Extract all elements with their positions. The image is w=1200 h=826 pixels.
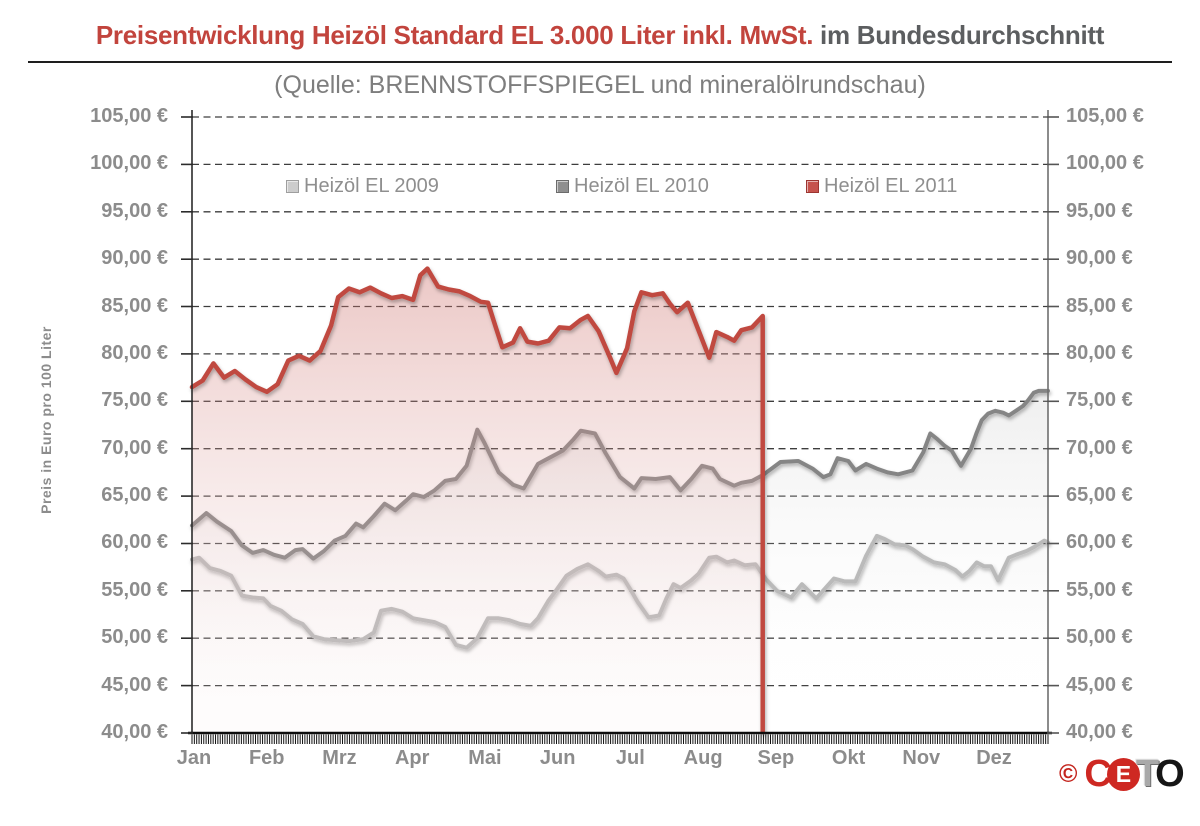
ceto-logo: © C E T O <box>1056 748 1185 800</box>
x-tick-label-Dez: Dez <box>976 747 1012 769</box>
x-tick-label-Feb: Feb <box>248 747 285 769</box>
y-tick-label-right-90: 90,00 € <box>1066 247 1133 270</box>
y-tick-label-left-80: 80,00 € <box>101 341 168 364</box>
y-tick-label-left-90: 90,00 € <box>101 247 168 270</box>
x-tick-label-Mai: Mai <box>468 747 502 769</box>
y-tick-label-left-65: 65,00 € <box>101 484 168 507</box>
area-Heizöl-EL-2011 <box>192 268 763 733</box>
legend-item-2011: Heizöl EL 2011 <box>806 175 957 197</box>
x-tick-label-Jul: Jul <box>615 747 645 769</box>
y-axis-unit-label: Preis in Euro pro 100 Liter <box>38 326 54 514</box>
x-tick-label-Aug: Aug <box>683 747 723 769</box>
legend-label-2010: Heizöl EL 2010 <box>574 175 709 197</box>
logo-letter-e: E <box>1106 757 1140 791</box>
legend-item-2009: Heizöl EL 2009 <box>286 175 439 197</box>
y-tick-label-right-55: 55,00 € <box>1066 578 1133 601</box>
y-tick-label-left-85: 85,00 € <box>101 294 168 317</box>
copyright-icon: © <box>1059 759 1078 788</box>
y-tick-label-left-70: 70,00 € <box>101 436 168 459</box>
y-tick-label-left-105: 105,00 € <box>90 105 168 127</box>
chart-subtitle: (Quelle: BRENNSTOFFSPIEGEL und mineralöl… <box>274 71 926 99</box>
x-tick-label-Apr: Apr <box>394 747 430 769</box>
x-tick-label-Okt: Okt <box>831 747 866 769</box>
title-divider <box>28 61 1172 63</box>
legend-item-2010: Heizöl EL 2010 <box>556 175 709 197</box>
y-tick-label-right-70: 70,00 € <box>1066 436 1133 459</box>
page-title-gray: im Bundesdurchschnitt <box>813 20 1105 50</box>
logo-letter-t: T <box>1135 752 1159 795</box>
legend-swatch-2009 <box>286 179 299 193</box>
y-tick-label-left-60: 60,00 € <box>101 531 168 554</box>
legend-label-2009: Heizöl EL 2009 <box>304 175 439 197</box>
y-tick-label-left-50: 50,00 € <box>101 626 168 649</box>
page-title-red: Preisentwicklung Heizöl Standard EL 3.00… <box>95 20 814 50</box>
legend-label-2011: Heizöl EL 2011 <box>824 175 958 197</box>
y-tick-label-right-100: 100,00 € <box>1066 152 1144 175</box>
y-tick-label-left-40: 40,00 € <box>101 721 168 743</box>
x-tick-label-Mrz: Mrz <box>322 747 357 769</box>
y-tick-label-left-55: 55,00 € <box>101 578 168 601</box>
y-tick-label-right-95: 95,00 € <box>1066 199 1133 222</box>
x-tick-label-Jun: Jun <box>539 747 576 769</box>
y-tick-label-right-60: 60,00 € <box>1066 531 1133 554</box>
legend-swatch-2010 <box>556 179 569 193</box>
x-tick-label-Nov: Nov <box>902 747 941 769</box>
page-title: Preisentwicklung Heizöl Standard EL 3.00… <box>0 20 1200 51</box>
y-tick-label-right-40: 40,00 € <box>1066 721 1133 743</box>
y-tick-label-right-45: 45,00 € <box>1066 673 1133 696</box>
y-tick-label-right-65: 65,00 € <box>1066 484 1133 507</box>
y-tick-label-right-75: 75,00 € <box>1066 389 1133 412</box>
y-tick-label-left-95: 95,00 € <box>101 199 168 222</box>
y-tick-label-right-85: 85,00 € <box>1066 294 1133 317</box>
legend-swatch-2011 <box>806 179 819 193</box>
y-tick-label-right-80: 80,00 € <box>1066 341 1133 364</box>
y-tick-label-right-50: 50,00 € <box>1066 626 1133 649</box>
logo-letter-o: O <box>1155 752 1185 795</box>
y-tick-label-left-75: 75,00 € <box>101 389 168 412</box>
y-tick-label-left-100: 100,00 € <box>90 152 168 175</box>
x-tick-label-Jan: Jan <box>176 747 212 769</box>
line-Heizöl-EL-2011 <box>189 266 765 735</box>
x-tick-label-Sep: Sep <box>757 747 795 769</box>
y-tick-label-left-45: 45,00 € <box>101 673 168 696</box>
y-tick-label-right-105: 105,00 € <box>1066 105 1144 127</box>
